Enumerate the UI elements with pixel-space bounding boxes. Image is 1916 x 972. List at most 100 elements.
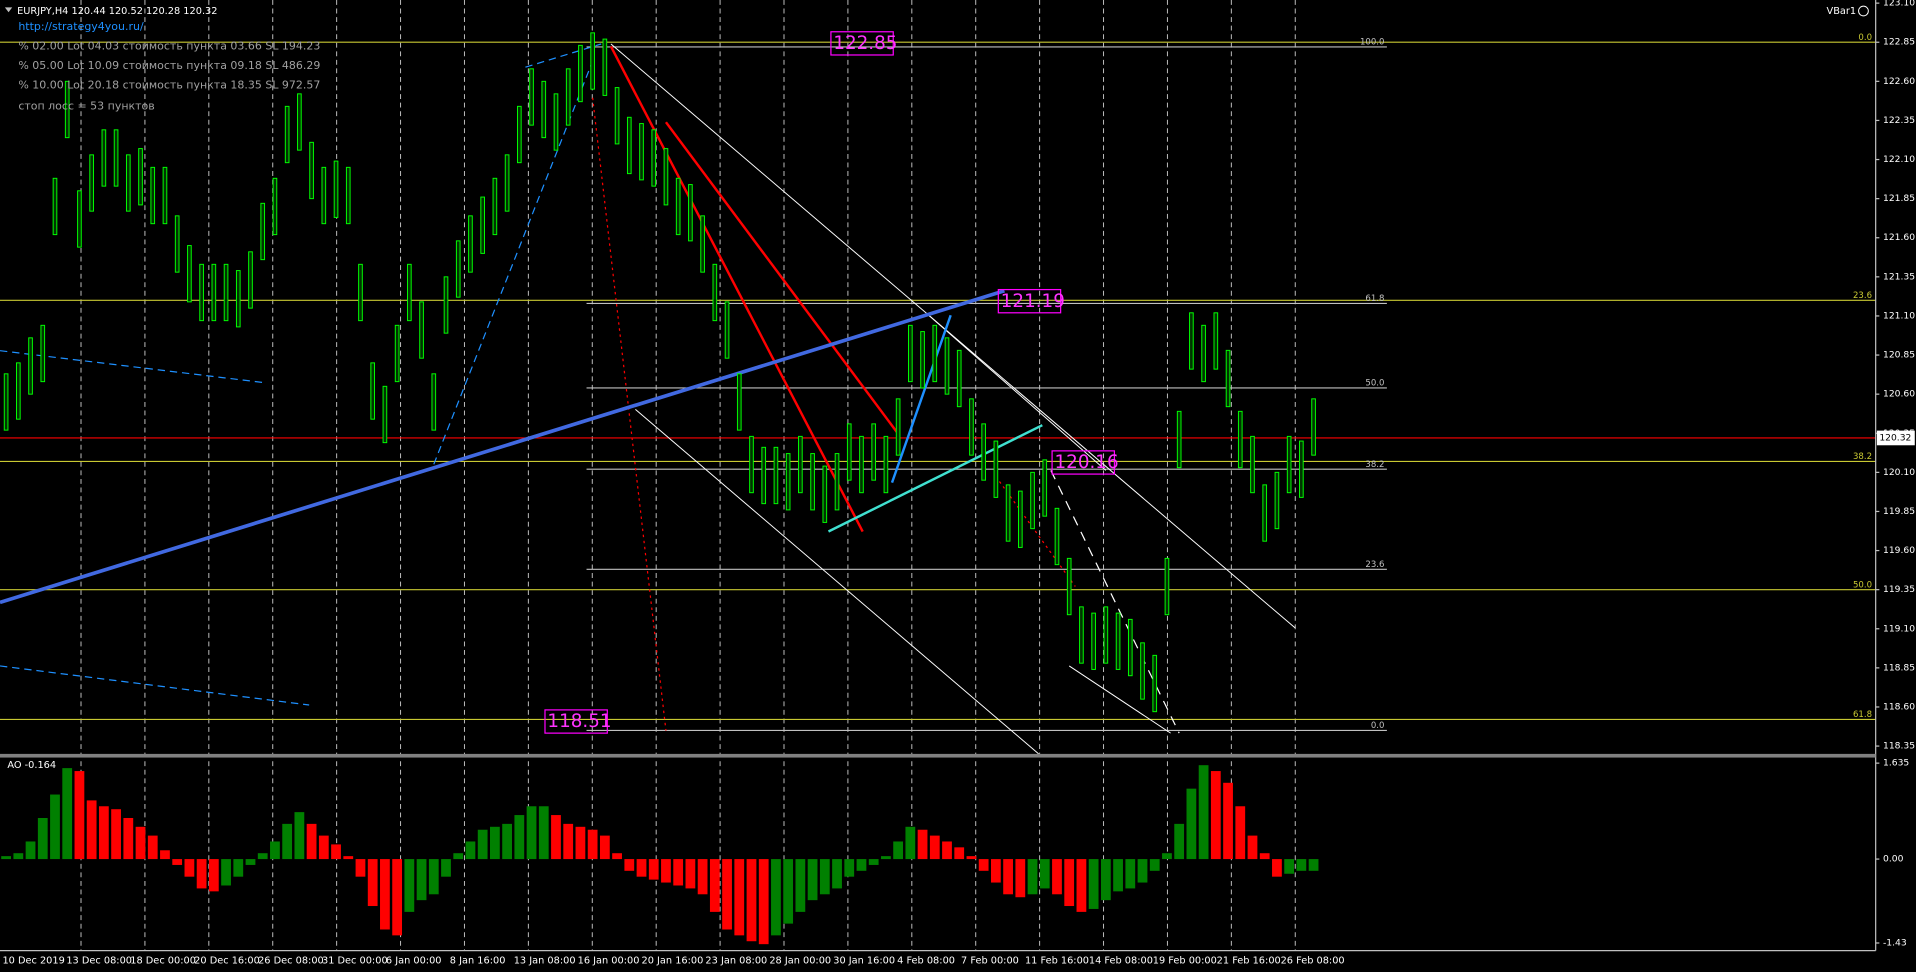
price-bar: [419, 301, 424, 359]
annotation-box: [1051, 450, 1116, 475]
fibo-label: 38.2: [1853, 452, 1872, 462]
ao-bar: [954, 847, 965, 860]
x-tick-label: 14 Feb 08:00: [1089, 955, 1153, 966]
price-bar: [1079, 606, 1084, 664]
price-bar: [1005, 484, 1011, 542]
price-bar: [859, 435, 864, 494]
ao-bar: [1137, 859, 1148, 883]
annotation: 118.51: [547, 711, 611, 732]
y-tick-label: 119.85: [1883, 506, 1915, 517]
price-bar: [1250, 435, 1255, 494]
channel-line: [1068, 665, 1171, 734]
price-bar: [541, 80, 547, 139]
link[interactable]: http://strategy4you.ru/: [18, 20, 144, 33]
ao-bar: [746, 859, 757, 942]
ao-bar: [526, 806, 537, 860]
menu-arrow[interactable]: [4, 7, 13, 13]
ao-bar: [37, 818, 48, 860]
fibo-label: 61.8: [1853, 710, 1872, 720]
ao-bar: [624, 859, 635, 871]
x-tick-label: 6 Jan 00:00: [386, 955, 442, 966]
price-bar: [358, 263, 363, 322]
ao-bar: [245, 859, 256, 865]
y-tick-label: 122.85: [1883, 37, 1915, 48]
ao-bar: [1003, 859, 1013, 895]
ao-bar: [917, 829, 928, 860]
price-bar: [370, 362, 376, 420]
price-bar: [162, 166, 168, 225]
y-tick-label: 121.10: [1883, 310, 1915, 321]
x-tick-label: 16 Jan 00:00: [578, 955, 640, 966]
price-bar: [688, 184, 693, 242]
price-bar: [284, 105, 290, 164]
price-bar: [1140, 642, 1145, 700]
x-tick-label: 21 Feb 16:00: [1217, 955, 1281, 966]
close-icon[interactable]: [1858, 5, 1869, 17]
trend-line: [827, 424, 1043, 533]
ao-bar: [294, 812, 305, 860]
ao-bar: [1174, 823, 1185, 860]
ao-bar: [1247, 835, 1258, 860]
price-bar: [1017, 490, 1023, 548]
ao-bar: [1186, 788, 1197, 860]
ao-bar: [13, 853, 24, 860]
price-bar: [846, 423, 852, 481]
fibo-label: 100.0: [1360, 38, 1384, 48]
y-tick-label: 118.85: [1883, 662, 1915, 673]
ao-bar: [453, 853, 464, 860]
price-bar: [956, 349, 962, 408]
price-bar: [321, 166, 327, 225]
annotation: 122.85: [833, 33, 897, 54]
ao-bar: [587, 829, 598, 860]
price-bar: [187, 245, 192, 303]
ao-bar: [978, 859, 989, 871]
ao-bar: [270, 841, 280, 860]
ao-bar: [514, 815, 525, 860]
ao-bar: [123, 818, 134, 860]
price-bar: [272, 177, 278, 236]
price-bar: [16, 362, 21, 420]
ao-bar: [1125, 859, 1136, 889]
price-bar: [248, 251, 253, 309]
y-tick-label: 119.10: [1883, 623, 1915, 634]
price-bar: [1189, 312, 1194, 370]
ao-bar: [367, 859, 378, 907]
ao-bar: [257, 853, 268, 860]
price-bar: [1115, 612, 1121, 670]
ao-bar: [1259, 853, 1270, 860]
price-bar: [736, 373, 742, 431]
price-bar: [663, 148, 669, 206]
ao-bar: [832, 859, 842, 889]
price-bar: [712, 263, 718, 322]
trend-line: [433, 60, 594, 465]
ao-bar: [1198, 765, 1209, 860]
price-bar: [1299, 440, 1304, 498]
price-bar: [382, 385, 388, 444]
ao-bar: [477, 829, 488, 860]
ao-bar: [441, 859, 451, 877]
ao-bar: [636, 859, 647, 877]
price-bar: [1091, 612, 1096, 670]
price-bar: [871, 423, 877, 481]
price-bar: [455, 240, 461, 298]
x-tick-label: 19 Feb 00:00: [1153, 955, 1217, 966]
price-bar: [138, 148, 143, 206]
price-bar: [1213, 312, 1219, 370]
price-bar: [113, 129, 119, 187]
price-bar: [883, 435, 889, 494]
ao-bar: [1113, 859, 1123, 892]
ao-bar: [1284, 859, 1295, 874]
ao-bar: [1039, 859, 1050, 889]
y-tick-label: 118.60: [1883, 701, 1915, 712]
ao-bar: [355, 859, 366, 877]
trend-line: [525, 43, 602, 68]
ao-bar: [1064, 859, 1075, 907]
x-tick-label: 8 Jan 16:00: [450, 955, 506, 966]
trend-line: [592, 97, 667, 731]
info-line: % 10.00 Lot 20.18 стоимость пункта 18.35…: [18, 79, 320, 92]
ao-bar: [685, 859, 696, 889]
ao-bar: [575, 826, 586, 860]
